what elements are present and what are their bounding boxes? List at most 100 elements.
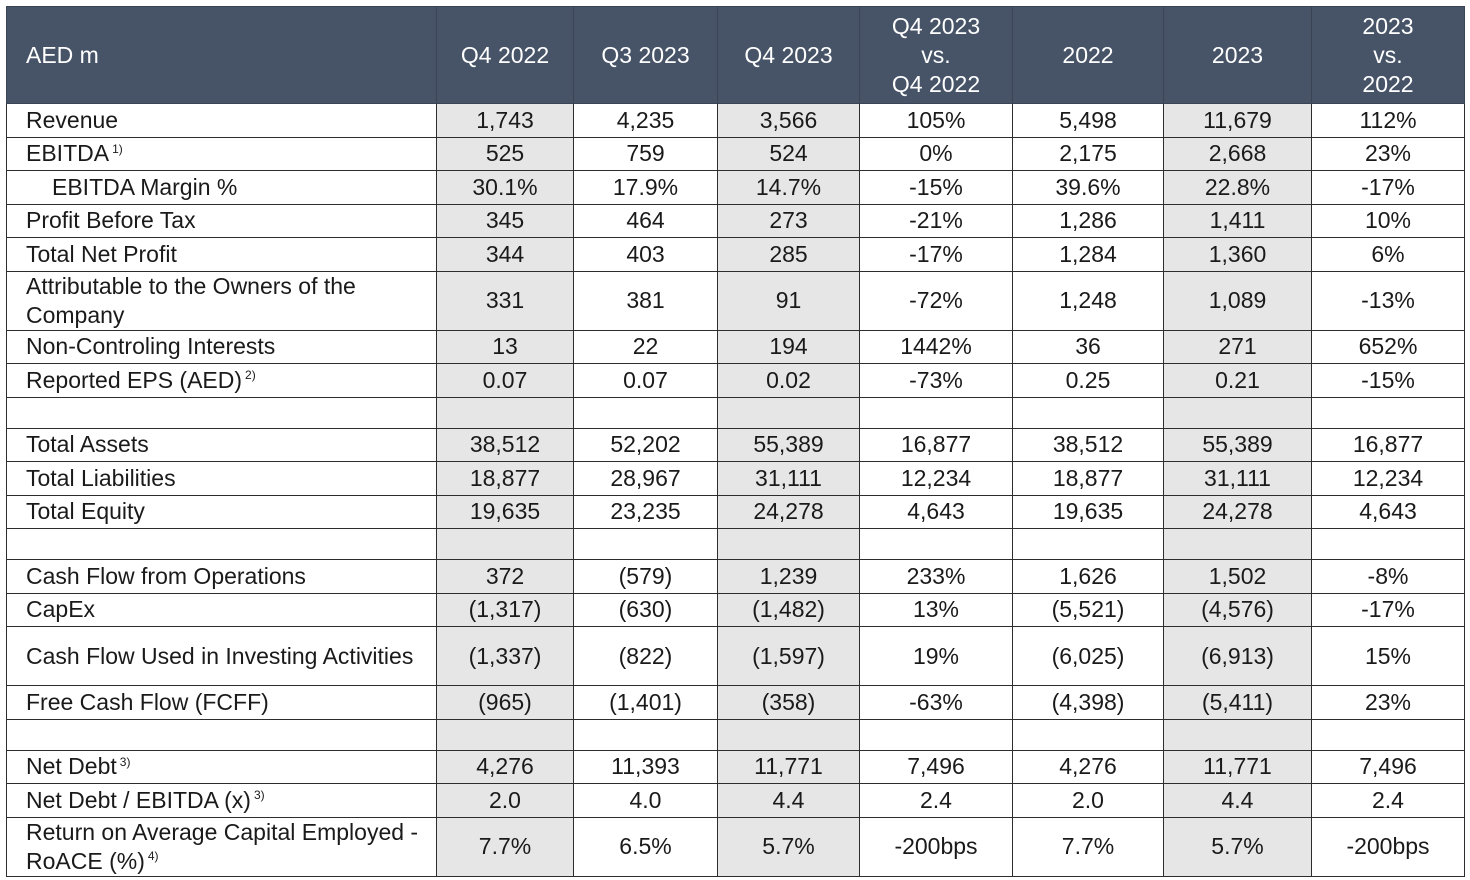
row-label-text: EBITDA Margin % [52,173,238,200]
row-label-text: Total Equity [26,498,145,525]
value-cell: 28,967 [573,461,718,496]
table-row: Total Liabilities 18,877 28,967 31,111 12,23… [6,461,1465,496]
column-header-text: Q4 2022 [891,70,981,97]
value-cell: (1,482) [717,592,860,627]
spacer-cell [6,718,437,751]
value-cell: 759 [573,136,718,171]
value-cell: 4.4 [717,783,860,818]
table-row: Attributable to the Owners of the Compan… [6,270,1465,331]
column-header: 2023 vs. 2022 [1311,6,1465,104]
value-cell: (358) [717,685,860,720]
spacer-cell [859,396,1013,429]
value-cell: 55,389 [717,427,860,462]
value-cell: 4,276 [1012,749,1164,784]
value-cell: 4.0 [573,783,718,818]
value-cell: 23,235 [573,494,718,529]
row-label-text: Total Liabilities [26,464,176,491]
value-cell: 38,512 [1012,427,1164,462]
spacer-cell [6,396,437,429]
value-cell: -73% [859,363,1013,398]
column-header-text: Q4 2022 [460,41,550,68]
table-row: Total Equity 19,635 23,235 24,278 4,643 19,63… [6,494,1465,529]
spacer-cell [1163,528,1312,560]
value-cell: 39.6% [1012,170,1164,205]
row-label: Revenue [6,103,437,138]
value-cell: 1442% [859,329,1013,364]
value-cell: (5,411) [1163,685,1312,720]
value-cell: 285 [717,237,860,272]
footnote-marker: 3) [119,754,131,769]
value-cell: 525 [436,136,574,171]
value-cell: 16,877 [1311,427,1465,462]
value-cell: 381 [573,270,718,331]
value-cell: 11,771 [717,749,860,784]
column-header-text: 2023 [1362,12,1414,39]
value-cell: -200bps [859,816,1013,877]
spacer-cell [859,528,1013,560]
row-label: Return on Average Capital Employed - RoA… [6,816,437,877]
value-cell: -200bps [1311,816,1465,877]
value-cell: 1,360 [1163,237,1312,272]
value-cell: 7,496 [859,749,1013,784]
value-cell: 1,411 [1163,203,1312,238]
value-cell: 0.21 [1163,363,1312,398]
value-cell: -17% [1311,170,1465,205]
value-cell: 4,276 [436,749,574,784]
value-cell: 344 [436,237,574,272]
spacer-cell [436,396,574,429]
value-cell: 2,668 [1163,136,1312,171]
value-cell: 0.07 [573,363,718,398]
value-cell: 55,389 [1163,427,1312,462]
column-header: 2022 [1012,6,1164,104]
value-cell: 91 [717,270,860,331]
spacer-cell [717,528,860,560]
value-cell: (6,025) [1012,626,1164,686]
spacer-cell [6,528,437,560]
value-cell: -17% [1311,592,1465,627]
column-header-text: 2022 [1362,70,1414,97]
value-cell: (1,401) [573,685,718,720]
value-cell: 30.1% [436,170,574,205]
value-cell: (1,337) [436,626,574,686]
table-body: Revenue 1,743 4,235 3,566 105% 5,498 11,679 112… [6,103,1465,877]
value-cell: (5,521) [1012,592,1164,627]
value-cell: 4,235 [573,103,718,138]
header-row: AED m Q4 2022 Q3 2023 Q4 2023 Q4 2023 vs. Q4 2… [6,6,1465,104]
table-row: Non-Controling Interests 13 22 194 1442% 36 27… [6,329,1465,364]
value-cell: 0% [859,136,1013,171]
row-label: Net Debt 3) [6,749,437,784]
column-header: Q4 2022 [436,6,574,104]
value-cell: 2.4 [1311,783,1465,818]
column-header: Q3 2023 [573,6,718,104]
value-cell: (965) [436,685,574,720]
value-cell: 23% [1311,136,1465,171]
column-header-text: AED m [26,41,99,68]
value-cell: 273 [717,203,860,238]
value-cell: 19% [859,626,1013,686]
spacer-cell [1163,396,1312,429]
value-cell: 2.0 [1012,783,1164,818]
column-header: Q4 2023 [717,6,860,104]
spacer-cell [573,528,718,560]
table-row: Net Debt / EBITDA (x) 3) 2.0 4.0 4.4 2.4 2.0 4.… [6,783,1465,818]
value-cell: 6% [1311,237,1465,272]
row-label-text: Reported EPS (AED) [26,366,243,393]
column-header-text: Q4 2023 [891,12,981,39]
value-cell: 1,502 [1163,559,1312,594]
value-cell: 1,239 [717,559,860,594]
value-cell: 5,498 [1012,103,1164,138]
value-cell: 524 [717,136,860,171]
value-cell: 10% [1311,203,1465,238]
value-cell: 2.4 [859,783,1013,818]
value-cell: 13 [436,329,574,364]
value-cell: -13% [1311,270,1465,331]
value-cell: (4,398) [1012,685,1164,720]
footnote-marker: 2) [245,368,256,383]
table-header: AED m Q4 2022 Q3 2023 Q4 2023 Q4 2023 vs. Q4 2… [6,6,1465,104]
value-cell: 38,512 [436,427,574,462]
header-label-cell: AED m [6,6,437,104]
row-label: Cash Flow Used in Investing Activities [6,626,437,686]
table-row: CapEx (1,317) (630) (1,482) 13% (5,521) (4,576… [6,592,1465,627]
value-cell: 345 [436,203,574,238]
row-label: Profit Before Tax [6,203,437,238]
